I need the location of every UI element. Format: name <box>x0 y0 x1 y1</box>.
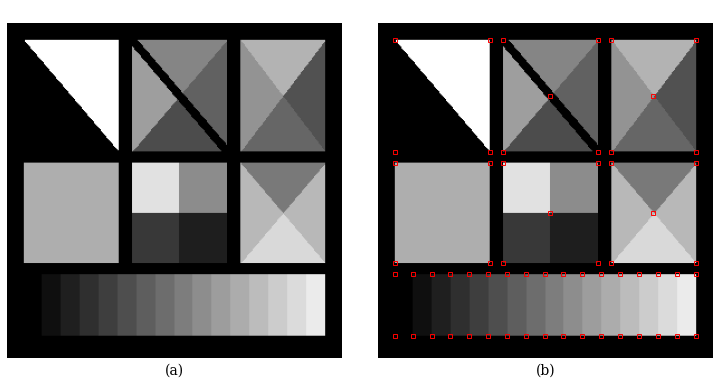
Text: (b): (b) <box>536 363 555 377</box>
Text: (a): (a) <box>165 363 184 377</box>
